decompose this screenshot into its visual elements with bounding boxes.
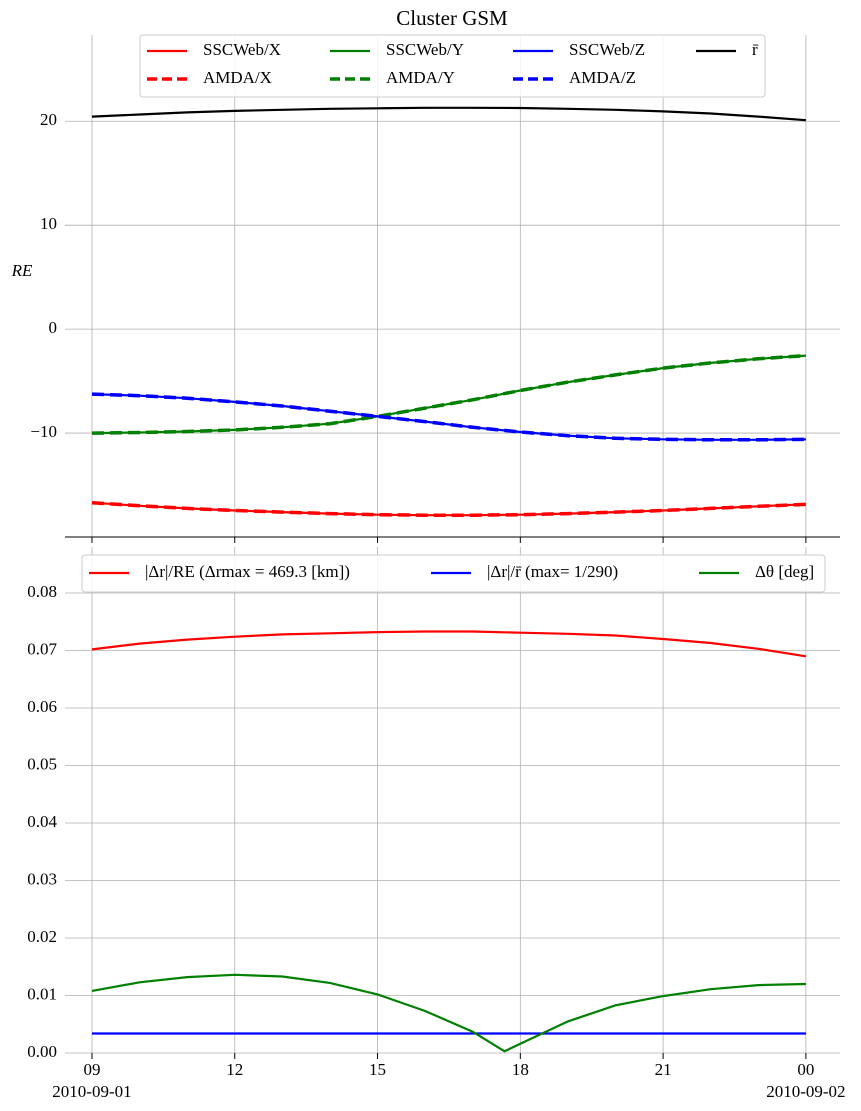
chart-title: Cluster GSM bbox=[396, 6, 508, 30]
x-date-label: 2010-09-02 bbox=[766, 1082, 845, 1101]
x-tick-label: 15 bbox=[369, 1060, 386, 1079]
x-tick-label: 18 bbox=[512, 1060, 529, 1079]
legend-label: |Δr|/RE (Δrmax = 469.3 [km]) bbox=[145, 562, 350, 581]
legend-label: SSCWeb/X bbox=[203, 40, 281, 59]
y-tick-label: 10 bbox=[40, 214, 57, 233]
y-tick-label: 20 bbox=[40, 110, 57, 129]
legend-label: r̄ bbox=[752, 40, 759, 59]
y-tick-label: 0.08 bbox=[27, 582, 57, 601]
y-tick-label: 0.07 bbox=[27, 639, 57, 658]
series-line bbox=[91, 392, 806, 442]
legend-label: Δθ [deg] bbox=[755, 562, 814, 581]
x-tick-label: 21 bbox=[655, 1060, 672, 1079]
series-line bbox=[91, 106, 806, 122]
y-tick-label: 0.03 bbox=[27, 869, 57, 888]
x-tick-label: 12 bbox=[226, 1060, 243, 1079]
legend-label: AMDA/Z bbox=[569, 68, 636, 87]
series-line bbox=[91, 630, 807, 658]
x-date-label: 2010-09-01 bbox=[52, 1082, 131, 1101]
x-tick-label: 09 bbox=[83, 1060, 100, 1079]
y-tick-label: 0.04 bbox=[27, 812, 57, 831]
y-axis-label: RE bbox=[11, 261, 33, 280]
y-tick-label: 0.02 bbox=[27, 927, 57, 946]
series-line bbox=[91, 973, 806, 1053]
y-tick-label: 0.06 bbox=[27, 697, 57, 716]
legend-label: AMDA/Y bbox=[386, 68, 455, 87]
series-line bbox=[91, 353, 807, 435]
legend-label: SSCWeb/Z bbox=[569, 40, 645, 59]
series-line bbox=[91, 500, 806, 517]
y-tick-label: 0 bbox=[49, 318, 58, 337]
series-line bbox=[91, 354, 806, 435]
y-tick-label: 0.05 bbox=[27, 754, 57, 773]
legend-box bbox=[139, 34, 766, 98]
legend-label: |Δr|/r̄ (max= 1/290) bbox=[487, 562, 618, 581]
y-tick-label: 0.01 bbox=[27, 984, 57, 1003]
y-tick-label: −10 bbox=[30, 422, 57, 441]
series-line bbox=[91, 501, 806, 517]
legend-label: AMDA/X bbox=[203, 68, 272, 87]
legend-label: SSCWeb/Y bbox=[386, 40, 464, 59]
x-tick-label: 00 bbox=[797, 1060, 814, 1079]
y-tick-label: 0.00 bbox=[27, 1042, 57, 1061]
